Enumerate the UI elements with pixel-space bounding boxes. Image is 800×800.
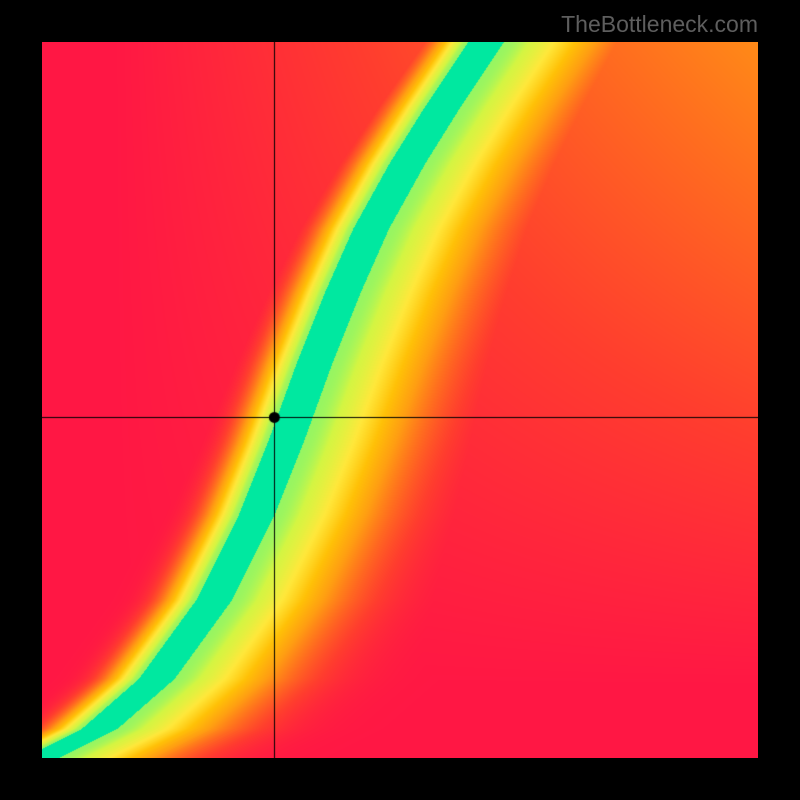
chart-container: TheBottleneck.com <box>0 0 800 800</box>
watermark-text: TheBottleneck.com <box>561 11 758 38</box>
bottleneck-heatmap <box>42 42 758 758</box>
